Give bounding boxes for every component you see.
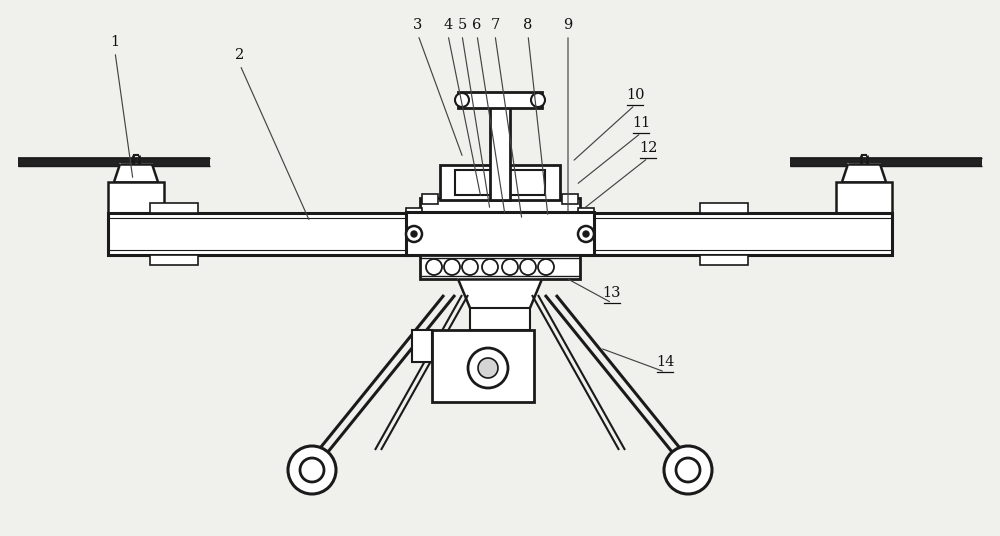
Bar: [432, 330, 534, 402]
Circle shape: [455, 93, 469, 107]
Bar: [836, 182, 892, 230]
Polygon shape: [114, 164, 158, 182]
Circle shape: [531, 93, 545, 107]
Text: 1: 1: [110, 35, 120, 49]
Circle shape: [406, 226, 422, 242]
Circle shape: [426, 259, 442, 275]
Bar: [150, 255, 198, 265]
Bar: [562, 194, 578, 204]
Circle shape: [288, 446, 336, 494]
Bar: [422, 194, 438, 204]
Bar: [578, 208, 594, 216]
Circle shape: [482, 259, 498, 275]
Bar: [440, 165, 560, 200]
Circle shape: [468, 348, 508, 388]
Text: 13: 13: [603, 286, 621, 300]
Bar: [406, 212, 594, 255]
Circle shape: [664, 446, 712, 494]
Circle shape: [502, 259, 518, 275]
Bar: [490, 100, 510, 200]
Bar: [470, 308, 530, 330]
Bar: [420, 198, 580, 212]
Circle shape: [578, 226, 594, 242]
Circle shape: [583, 231, 589, 237]
Text: 8: 8: [523, 18, 533, 32]
Polygon shape: [458, 279, 542, 308]
Text: 5: 5: [457, 18, 467, 32]
Text: 7: 7: [490, 18, 500, 32]
Bar: [458, 92, 542, 108]
Bar: [108, 182, 164, 230]
Circle shape: [462, 259, 478, 275]
Circle shape: [478, 358, 498, 378]
Circle shape: [676, 458, 700, 482]
Bar: [412, 330, 432, 362]
Text: 3: 3: [413, 18, 423, 32]
Circle shape: [538, 259, 554, 275]
Text: 10: 10: [626, 88, 644, 102]
Circle shape: [300, 458, 324, 482]
Bar: [590, 213, 892, 255]
Circle shape: [444, 259, 460, 275]
Text: 6: 6: [472, 18, 482, 32]
Circle shape: [520, 259, 536, 275]
Text: 11: 11: [632, 116, 650, 130]
Text: 2: 2: [235, 48, 245, 62]
Text: 14: 14: [656, 355, 674, 369]
Circle shape: [411, 231, 417, 237]
Text: 12: 12: [639, 141, 657, 155]
Polygon shape: [842, 164, 886, 182]
Bar: [455, 170, 545, 195]
Bar: [150, 203, 198, 213]
Text: 4: 4: [443, 18, 453, 32]
Bar: [700, 203, 748, 213]
Bar: [406, 208, 422, 216]
Bar: [108, 213, 410, 255]
Bar: [700, 255, 748, 265]
Bar: [420, 255, 580, 279]
Text: 9: 9: [563, 18, 573, 32]
